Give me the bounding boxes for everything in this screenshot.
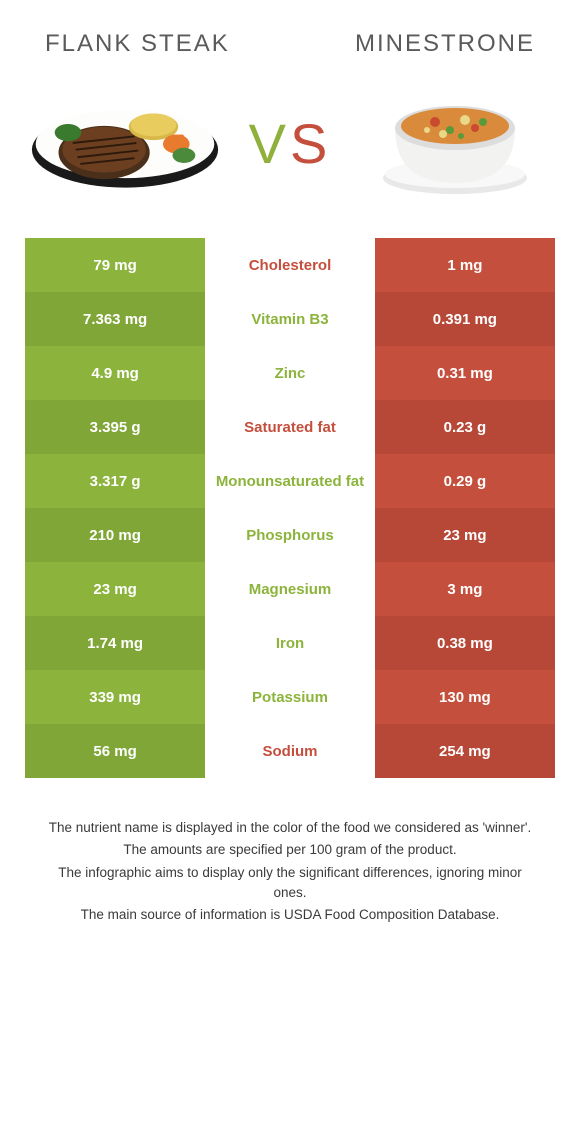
- table-row: 79 mgCholesterol1 mg: [25, 238, 555, 292]
- nutrient-label: Phosphorus: [205, 508, 375, 562]
- nutrient-label: Potassium: [205, 670, 375, 724]
- right-value: 130 mg: [375, 670, 555, 724]
- nutrient-label: Sodium: [205, 724, 375, 778]
- right-value: 3 mg: [375, 562, 555, 616]
- table-row: 4.9 mgZinc0.31 mg: [25, 346, 555, 400]
- nutrient-label: Magnesium: [205, 562, 375, 616]
- nutrient-label: Monounsaturated fat: [205, 454, 375, 508]
- left-value: 7.363 mg: [25, 292, 205, 346]
- steak-icon: [30, 88, 220, 198]
- table-row: 3.317 gMonounsaturated fat0.29 g: [25, 454, 555, 508]
- right-value: 0.391 mg: [375, 292, 555, 346]
- left-value: 4.9 mg: [25, 346, 205, 400]
- nutrient-table: 79 mgCholesterol1 mg7.363 mgVitamin B30.…: [25, 238, 555, 778]
- left-value: 1.74 mg: [25, 616, 205, 670]
- right-value: 254 mg: [375, 724, 555, 778]
- footer-line-3: The infographic aims to display only the…: [45, 863, 535, 904]
- vs-s-letter: S: [290, 112, 331, 175]
- infographic-container: Flank steak Minestrone VS: [0, 0, 580, 925]
- nutrient-label: Vitamin B3: [205, 292, 375, 346]
- table-row: 56 mgSodium254 mg: [25, 724, 555, 778]
- left-food-image: [25, 78, 225, 208]
- nutrient-label: Saturated fat: [205, 400, 375, 454]
- right-value: 23 mg: [375, 508, 555, 562]
- table-row: 1.74 mgIron0.38 mg: [25, 616, 555, 670]
- left-food-title: Flank steak: [45, 30, 230, 58]
- right-food-title: Minestrone: [355, 30, 535, 58]
- footer-notes: The nutrient name is displayed in the co…: [25, 778, 555, 925]
- table-row: 7.363 mgVitamin B30.391 mg: [25, 292, 555, 346]
- left-value: 56 mg: [25, 724, 205, 778]
- footer-line-2: The amounts are specified per 100 gram o…: [45, 840, 535, 860]
- vs-label: VS: [249, 111, 332, 176]
- vs-v-letter: V: [249, 112, 290, 175]
- right-value: 0.38 mg: [375, 616, 555, 670]
- nutrient-label: Iron: [205, 616, 375, 670]
- right-value: 0.29 g: [375, 454, 555, 508]
- table-row: 210 mgPhosphorus23 mg: [25, 508, 555, 562]
- table-row: 339 mgPotassium130 mg: [25, 670, 555, 724]
- nutrient-label: Cholesterol: [205, 238, 375, 292]
- right-value: 0.23 g: [375, 400, 555, 454]
- table-row: 3.395 gSaturated fat0.23 g: [25, 400, 555, 454]
- right-value: 1 mg: [375, 238, 555, 292]
- footer-line-1: The nutrient name is displayed in the co…: [45, 818, 535, 838]
- left-value: 339 mg: [25, 670, 205, 724]
- footer-line-4: The main source of information is USDA F…: [45, 905, 535, 925]
- images-row: VS: [25, 78, 555, 238]
- soup-icon: [375, 78, 535, 208]
- left-value: 210 mg: [25, 508, 205, 562]
- header: Flank steak Minestrone: [25, 20, 555, 78]
- right-food-image: [355, 78, 555, 208]
- table-row: 23 mgMagnesium3 mg: [25, 562, 555, 616]
- left-value: 3.317 g: [25, 454, 205, 508]
- left-value: 23 mg: [25, 562, 205, 616]
- nutrient-label: Zinc: [205, 346, 375, 400]
- right-value: 0.31 mg: [375, 346, 555, 400]
- left-value: 79 mg: [25, 238, 205, 292]
- left-value: 3.395 g: [25, 400, 205, 454]
